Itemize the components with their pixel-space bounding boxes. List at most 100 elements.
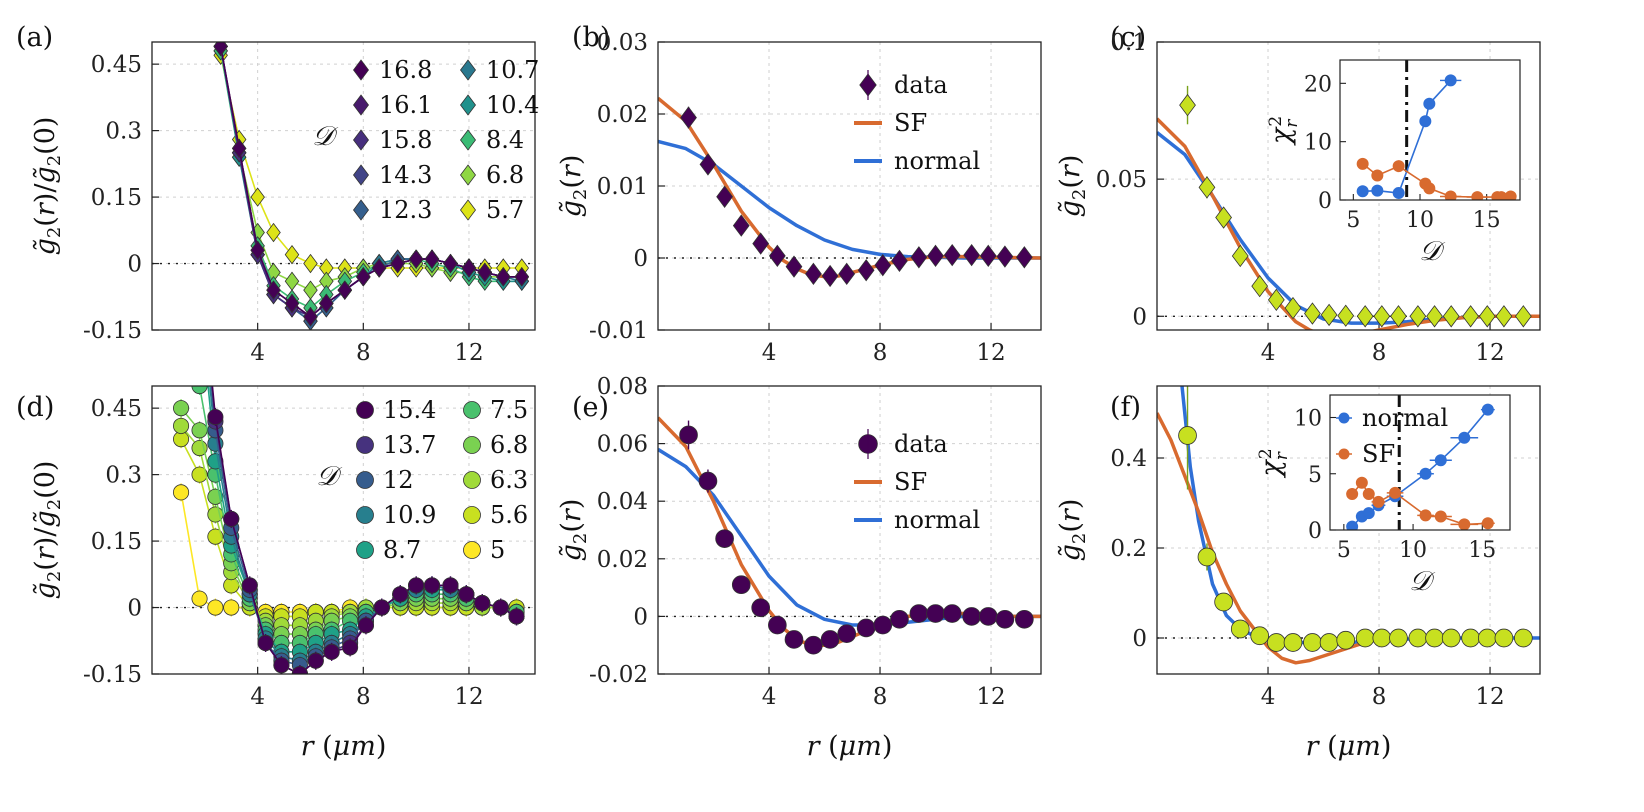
data-point: [698, 471, 718, 491]
data-point: [1409, 305, 1427, 328]
data-point: [1477, 628, 1497, 648]
legend-marker: [460, 164, 476, 186]
data-point: [1389, 628, 1408, 648]
data-point: [1283, 633, 1303, 652]
y-axis-label-part: g̃: [556, 544, 587, 561]
plot-area: [1157, 386, 1540, 665]
series-line-5.7: [219, 55, 522, 269]
legend-marker: [463, 471, 481, 489]
legend-label: 6.8: [490, 431, 528, 459]
data-point: [461, 258, 477, 278]
data-point: [1372, 628, 1392, 648]
y-tick-label: 0.15: [91, 529, 142, 555]
plot-area: [658, 96, 1041, 288]
y-tick-label: 0: [633, 246, 648, 272]
x-tick-label: 4: [762, 684, 777, 710]
y-axis-label-part: 2: [1069, 189, 1090, 200]
data-point: [266, 222, 281, 243]
legend-label-data: data: [894, 430, 948, 458]
legend-marker: [460, 199, 476, 221]
x-tick-label: 8: [1372, 340, 1387, 366]
data-point: [496, 267, 511, 287]
x-tick-label: 4: [762, 340, 777, 366]
inset-x-tick-label: 10: [1406, 208, 1434, 233]
inset-point: [1481, 403, 1494, 416]
data-point: [731, 575, 751, 595]
y-axis-label-part: r: [30, 545, 61, 560]
data-point: [1284, 296, 1302, 320]
data-point: [910, 246, 928, 269]
data-point: [192, 268, 207, 283]
data-point: [192, 290, 207, 305]
data-point: [273, 657, 290, 674]
x-tick-label: 12: [1475, 340, 1504, 366]
y-axis-label-part: g̃: [1055, 544, 1086, 561]
y-tick-label: 0.45: [91, 396, 142, 422]
y-tick-label: 0: [633, 604, 648, 630]
inset-frame: [1339, 59, 1521, 201]
y-axis-label: g̃2(r): [556, 499, 591, 562]
data-point: [838, 262, 856, 286]
legend-label: 14.3: [379, 161, 432, 189]
y-tick-label: 0: [127, 252, 142, 278]
plot-area: [1157, 85, 1540, 330]
data-point: [1495, 305, 1513, 328]
data-point: [173, 334, 188, 349]
x-tick-label: 8: [873, 684, 888, 710]
panel-e: 4 8 12 -0.02 0 0.02 0.04 0.06 0.08 data SF normal g̃…: [556, 374, 1042, 762]
y-tick-label: 0.04: [597, 489, 648, 515]
data-point: [408, 249, 424, 269]
y-tick-label: 0.2: [1110, 536, 1147, 562]
inset-point: [1392, 187, 1405, 199]
inset-point: [1471, 191, 1484, 200]
x-axis-label-part: (: [820, 731, 839, 762]
data-point: [173, 201, 188, 216]
data-point: [250, 240, 265, 260]
y-axis-label-part: g̃: [30, 166, 61, 183]
x-tick-label: 8: [1372, 684, 1387, 710]
data-point: [784, 630, 804, 649]
data-point: [192, 245, 207, 260]
legend-label: 12.3: [379, 196, 432, 224]
data-point: [371, 258, 387, 278]
data-point: [191, 590, 208, 607]
data-point: [1304, 302, 1321, 325]
data-point: [192, 245, 207, 260]
inset-x-tick-label: 5: [1346, 208, 1360, 233]
inset-plot-area: [1346, 395, 1495, 530]
data-point: [1462, 305, 1479, 328]
inset-point: [1481, 517, 1494, 530]
panel-label-f: (f): [1110, 392, 1141, 423]
data-point: [357, 617, 375, 634]
data-point: [266, 280, 281, 300]
y-tick-label: 0.3: [105, 463, 142, 489]
x-axis-label-part: μm: [839, 731, 882, 762]
x-axis-label-part: ): [376, 731, 387, 762]
data-point: [1320, 303, 1338, 327]
legend-label: 5.7: [486, 196, 524, 224]
y-axis-label-part: g̃: [556, 200, 587, 217]
data-point: [173, 417, 190, 434]
inset-legend: normal SF: [1336, 404, 1448, 468]
data-point: [805, 262, 822, 286]
data-point: [1514, 305, 1532, 328]
data-point: [768, 615, 787, 635]
y-axis-label-part: r: [30, 201, 61, 216]
data-point: [1478, 305, 1496, 328]
data-point: [458, 586, 475, 603]
y-axis-label-part: g̃: [1055, 200, 1086, 217]
data-point: [1355, 628, 1375, 648]
data-point: [1215, 206, 1232, 229]
data-point: [1390, 305, 1407, 328]
data-point: [423, 577, 441, 594]
data-point: [474, 595, 491, 612]
data-point: [173, 201, 188, 216]
legend-marker: [353, 164, 369, 186]
data-point: [223, 510, 240, 527]
legend-label: 7.5: [490, 396, 528, 424]
inset-x-tick-label: 15: [1473, 208, 1501, 233]
axes-frame: [151, 385, 536, 675]
inset-y-tick-label: 10: [1294, 407, 1322, 432]
x-tick-label: 8: [356, 684, 371, 710]
data-point: [856, 618, 876, 638]
